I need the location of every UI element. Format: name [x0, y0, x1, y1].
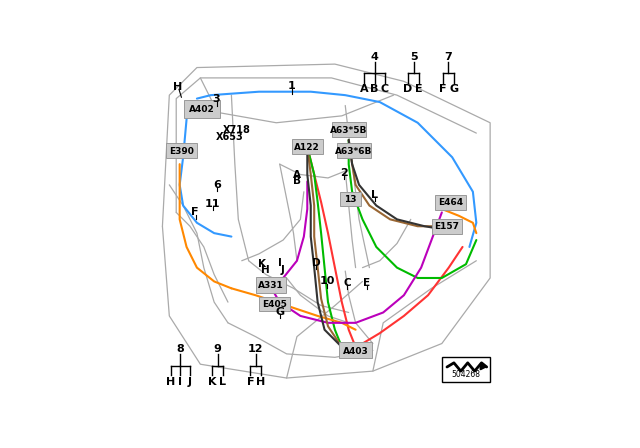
Text: A403: A403 — [343, 347, 369, 356]
Text: H: H — [173, 82, 182, 91]
Text: F: F — [191, 207, 199, 217]
Text: A: A — [360, 85, 369, 95]
FancyBboxPatch shape — [339, 342, 372, 358]
Text: C: C — [381, 85, 389, 95]
Text: A63*5B: A63*5B — [330, 126, 367, 135]
Text: H: H — [261, 265, 269, 275]
FancyBboxPatch shape — [431, 219, 462, 234]
Text: 1: 1 — [288, 81, 296, 91]
FancyBboxPatch shape — [292, 139, 323, 155]
FancyBboxPatch shape — [166, 143, 196, 158]
Text: 4: 4 — [371, 52, 378, 62]
Text: 5: 5 — [410, 52, 417, 62]
Text: 12: 12 — [248, 344, 263, 354]
Text: K: K — [208, 377, 217, 387]
Text: E: E — [363, 278, 370, 288]
Text: 7: 7 — [444, 52, 452, 62]
Bar — [442, 358, 490, 382]
Text: L: L — [220, 377, 227, 387]
Text: 13: 13 — [344, 195, 356, 204]
Text: X718: X718 — [223, 125, 250, 135]
Text: F: F — [439, 85, 446, 95]
Text: J: J — [280, 265, 284, 275]
Text: 6: 6 — [213, 180, 221, 190]
Text: 10: 10 — [319, 276, 335, 286]
FancyBboxPatch shape — [184, 100, 220, 118]
Text: A63*6B: A63*6B — [335, 146, 372, 155]
Text: B: B — [371, 85, 379, 95]
Text: D: D — [312, 258, 321, 268]
Text: D: D — [403, 85, 413, 95]
Text: G: G — [275, 307, 284, 317]
Text: H: H — [256, 377, 266, 387]
Text: I: I — [278, 258, 282, 268]
Text: E464: E464 — [438, 198, 463, 207]
Text: E405: E405 — [262, 300, 287, 309]
Text: 2: 2 — [340, 168, 348, 178]
FancyBboxPatch shape — [259, 297, 290, 311]
FancyBboxPatch shape — [332, 122, 366, 137]
Text: B: B — [293, 177, 301, 186]
Text: A: A — [293, 170, 301, 180]
Text: A122: A122 — [294, 143, 320, 152]
FancyBboxPatch shape — [435, 194, 466, 210]
Text: E157: E157 — [435, 222, 460, 232]
Text: I: I — [179, 377, 182, 387]
Text: 9: 9 — [214, 344, 221, 354]
Text: 8: 8 — [177, 344, 184, 354]
Text: K: K — [259, 259, 266, 269]
Text: J: J — [188, 377, 192, 387]
FancyBboxPatch shape — [256, 277, 287, 293]
Text: G: G — [449, 85, 458, 95]
Text: L: L — [371, 190, 378, 199]
Text: 11: 11 — [205, 199, 220, 209]
Text: A402: A402 — [189, 105, 215, 114]
Text: E: E — [415, 85, 423, 95]
Text: A331: A331 — [258, 281, 284, 290]
Text: X653: X653 — [216, 132, 244, 142]
Text: 3: 3 — [212, 94, 220, 104]
Text: C: C — [343, 278, 351, 288]
FancyBboxPatch shape — [337, 143, 371, 158]
FancyBboxPatch shape — [340, 192, 360, 206]
Text: E390: E390 — [169, 146, 194, 155]
Text: H: H — [166, 377, 175, 387]
Text: F: F — [246, 377, 254, 387]
Text: 504268: 504268 — [451, 370, 481, 379]
